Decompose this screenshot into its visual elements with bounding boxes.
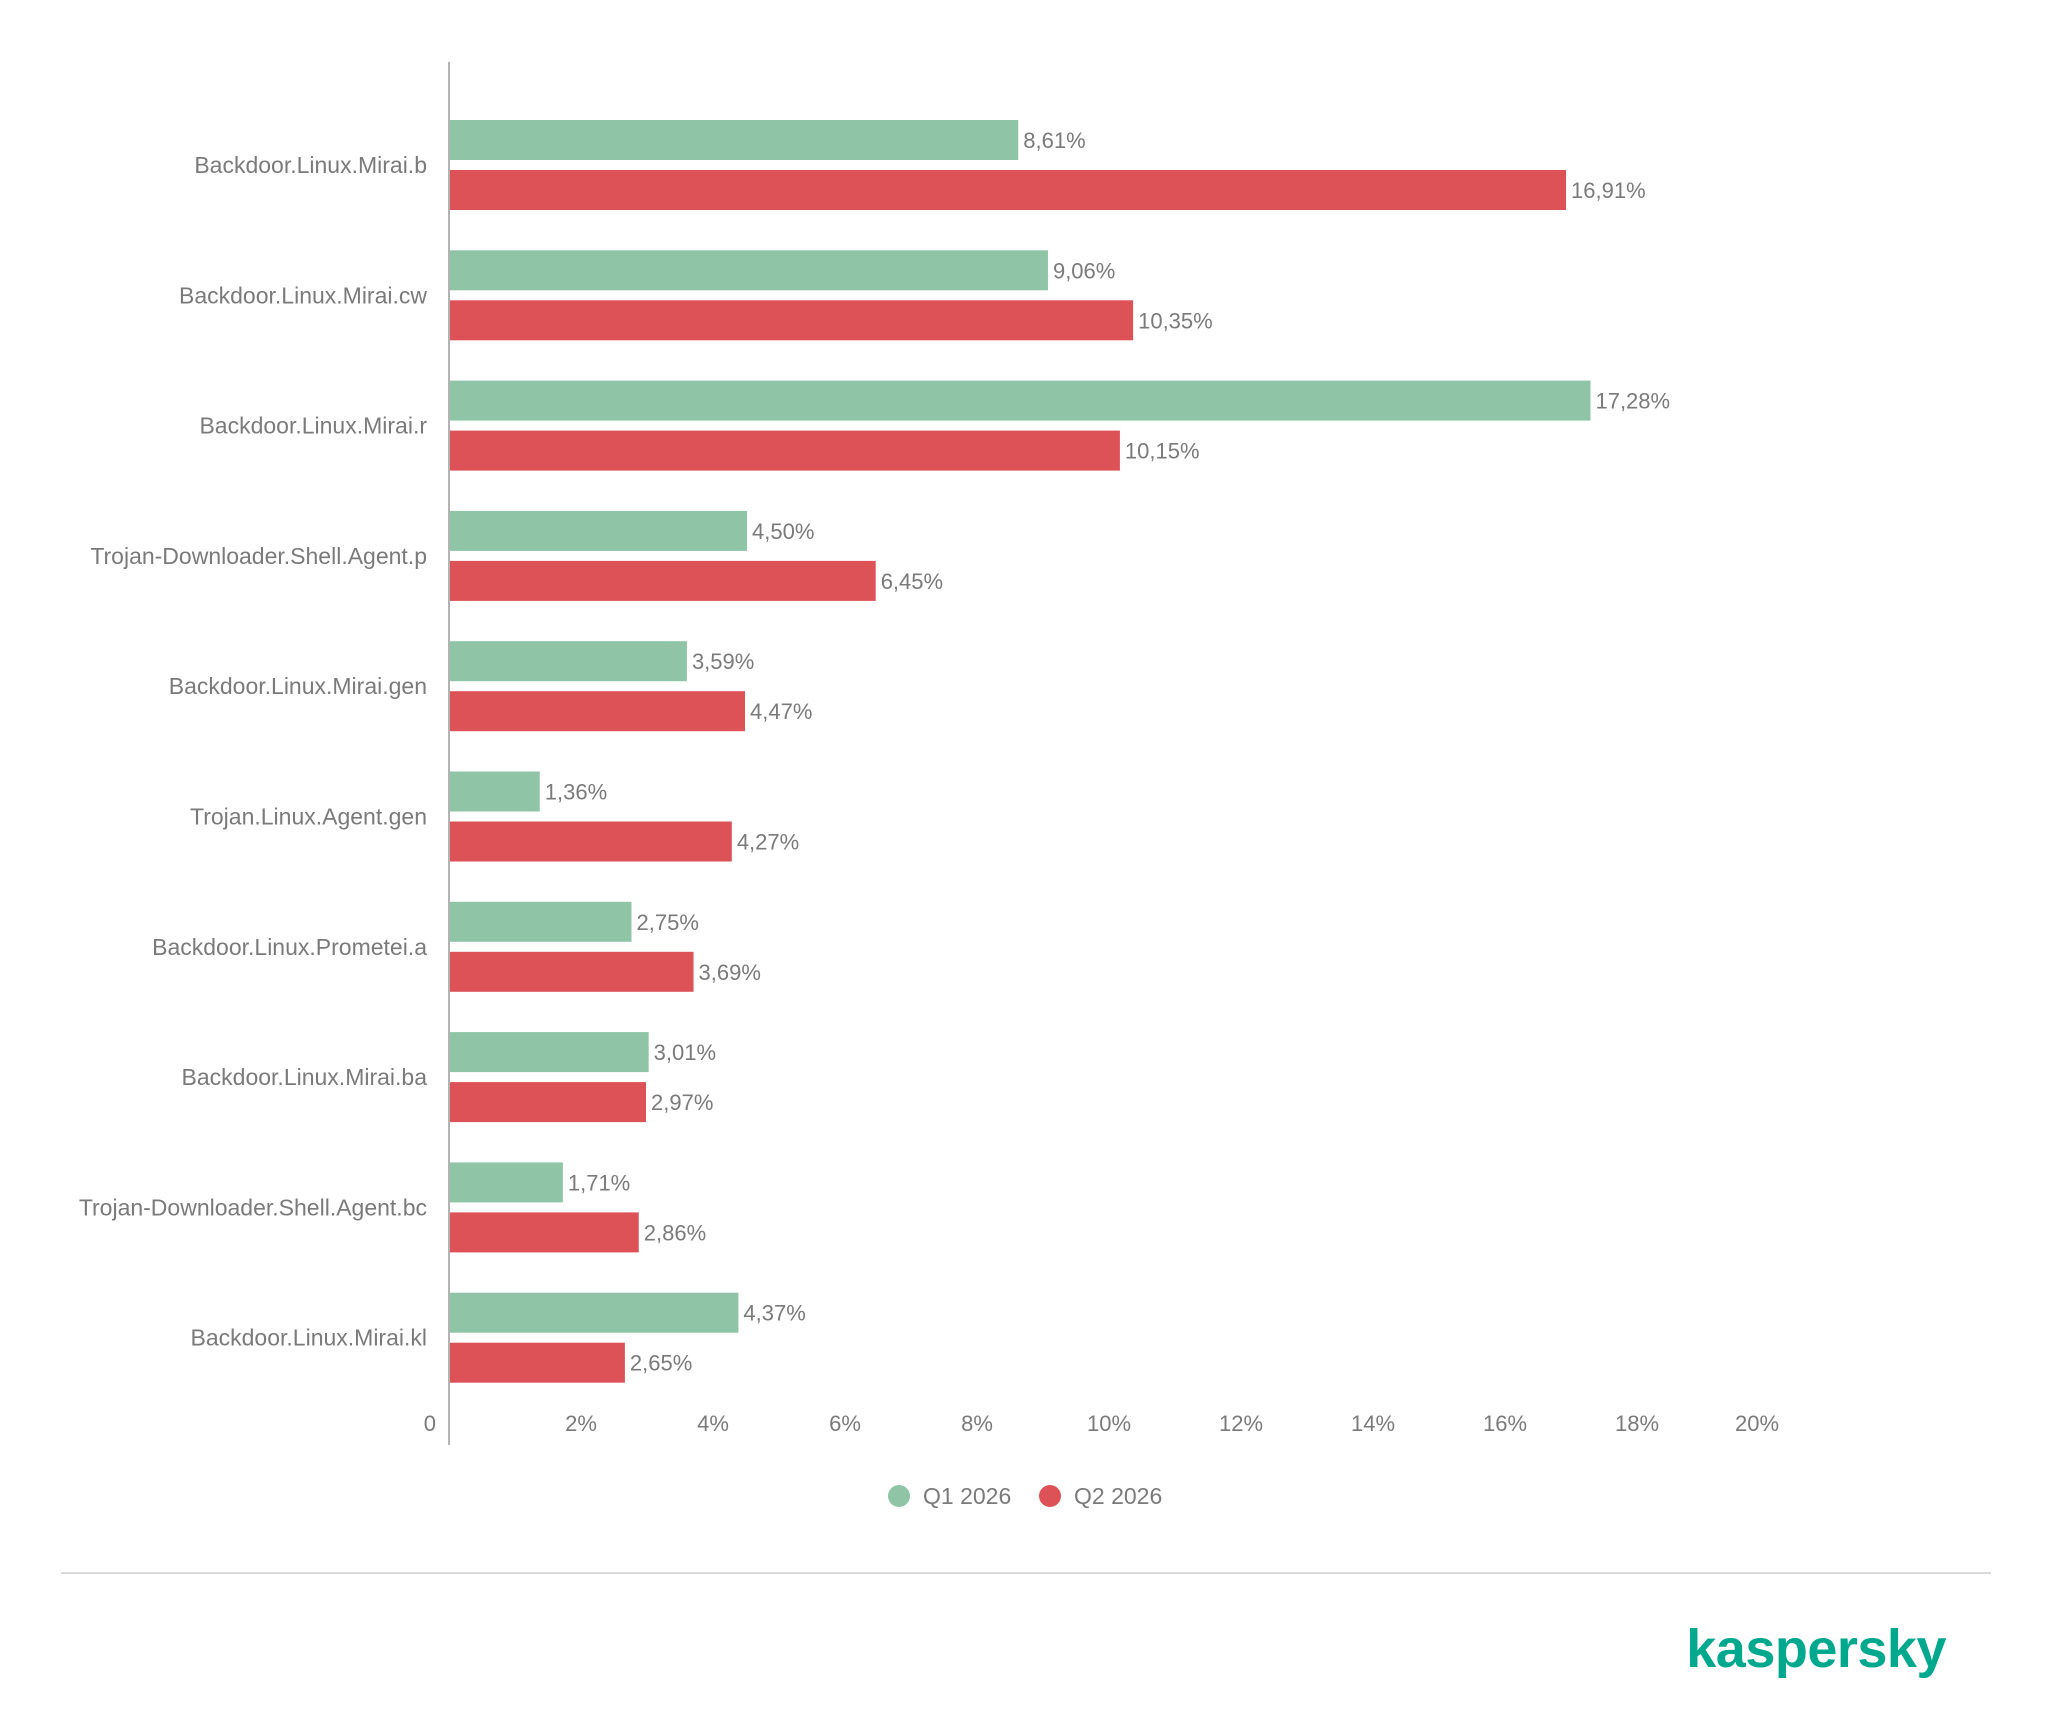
data-label: 4,37% <box>743 1301 805 1326</box>
category-label: Trojan-Downloader.Shell.Agent.p <box>90 543 427 569</box>
x-tick-label: 4% <box>697 1411 729 1436</box>
category-label: Trojan.Linux.Agent.gen <box>190 804 427 830</box>
data-label: 2,97% <box>651 1090 713 1115</box>
data-label: 4,47% <box>750 699 812 724</box>
x-tick-label: 0 <box>424 1411 436 1436</box>
data-label: 10,35% <box>1138 308 1213 333</box>
category-label: Backdoor.Linux.Mirai.r <box>199 413 427 439</box>
bar-q2 <box>450 1212 639 1253</box>
bar-q1 <box>450 1162 563 1203</box>
category-label: Backdoor.Linux.Prometei.a <box>152 934 427 960</box>
data-label: 2,65% <box>630 1351 692 1376</box>
x-tick-label: 10% <box>1087 1411 1131 1436</box>
bar-q2 <box>450 1342 625 1383</box>
legend-label-q1: Q1 2026 <box>923 1483 1011 1509</box>
data-label: 10,15% <box>1125 439 1200 464</box>
bar-q2 <box>450 951 694 992</box>
bar-q1 <box>450 901 632 942</box>
category-label: Trojan-Downloader.Shell.Agent.bc <box>79 1194 427 1220</box>
bar-q2 <box>450 821 732 862</box>
bar-q1 <box>450 641 687 682</box>
category-label: Backdoor.Linux.Mirai.cw <box>179 282 427 308</box>
data-label: 16,91% <box>1571 178 1646 203</box>
category-label: Backdoor.Linux.Mirai.ba <box>182 1064 428 1090</box>
legend-marker-q2 <box>1039 1485 1061 1507</box>
bar-q2 <box>450 300 1134 341</box>
x-tick-label: 20% <box>1735 1411 1779 1436</box>
bar-q2 <box>450 170 1567 210</box>
footer-divider <box>61 1572 1991 1574</box>
data-label: 9,06% <box>1053 258 1115 283</box>
data-label: 1,36% <box>545 780 607 805</box>
bar-q1 <box>450 771 540 812</box>
data-label: 8,61% <box>1023 128 1085 153</box>
x-tick-label: 16% <box>1483 1411 1527 1436</box>
x-tick-label: 6% <box>829 1411 861 1436</box>
bar-q1 <box>450 120 1019 160</box>
category-label: Backdoor.Linux.Mirai.kl <box>191 1325 428 1351</box>
data-label: 3,01% <box>654 1040 716 1065</box>
bar-q1 <box>450 380 1591 421</box>
bar-q2 <box>450 691 746 732</box>
data-label: 2,86% <box>644 1220 706 1245</box>
x-tick-label: 12% <box>1219 1411 1263 1436</box>
data-label: 4,50% <box>752 519 814 544</box>
category-label: Backdoor.Linux.Mirai.b <box>194 152 427 178</box>
bar-q1 <box>450 250 1048 291</box>
category-label: Backdoor.Linux.Mirai.gen <box>169 673 427 699</box>
data-label: 17,28% <box>1595 389 1670 414</box>
data-label: 4,27% <box>737 830 799 855</box>
bar-q1 <box>450 510 747 551</box>
x-tick-label: 14% <box>1351 1411 1395 1436</box>
x-tick-label: 18% <box>1615 1411 1659 1436</box>
bar-q1 <box>450 1292 739 1333</box>
legend-marker-q1 <box>888 1485 910 1507</box>
bar-q2 <box>450 430 1120 471</box>
bar-q1 <box>450 1032 649 1073</box>
data-label: 3,59% <box>692 649 754 674</box>
bar-q2 <box>450 1082 647 1123</box>
data-label: 6,45% <box>881 569 943 594</box>
legend-label-q2: Q2 2026 <box>1074 1483 1162 1509</box>
data-label: 2,75% <box>637 910 699 935</box>
x-tick-label: 2% <box>565 1411 597 1436</box>
x-tick-label: 8% <box>961 1411 993 1436</box>
kaspersky-logo: kaspersky <box>1686 1619 1946 1679</box>
data-label: 1,71% <box>568 1170 630 1195</box>
data-label: 3,69% <box>699 960 761 985</box>
bar-q2 <box>450 560 876 601</box>
